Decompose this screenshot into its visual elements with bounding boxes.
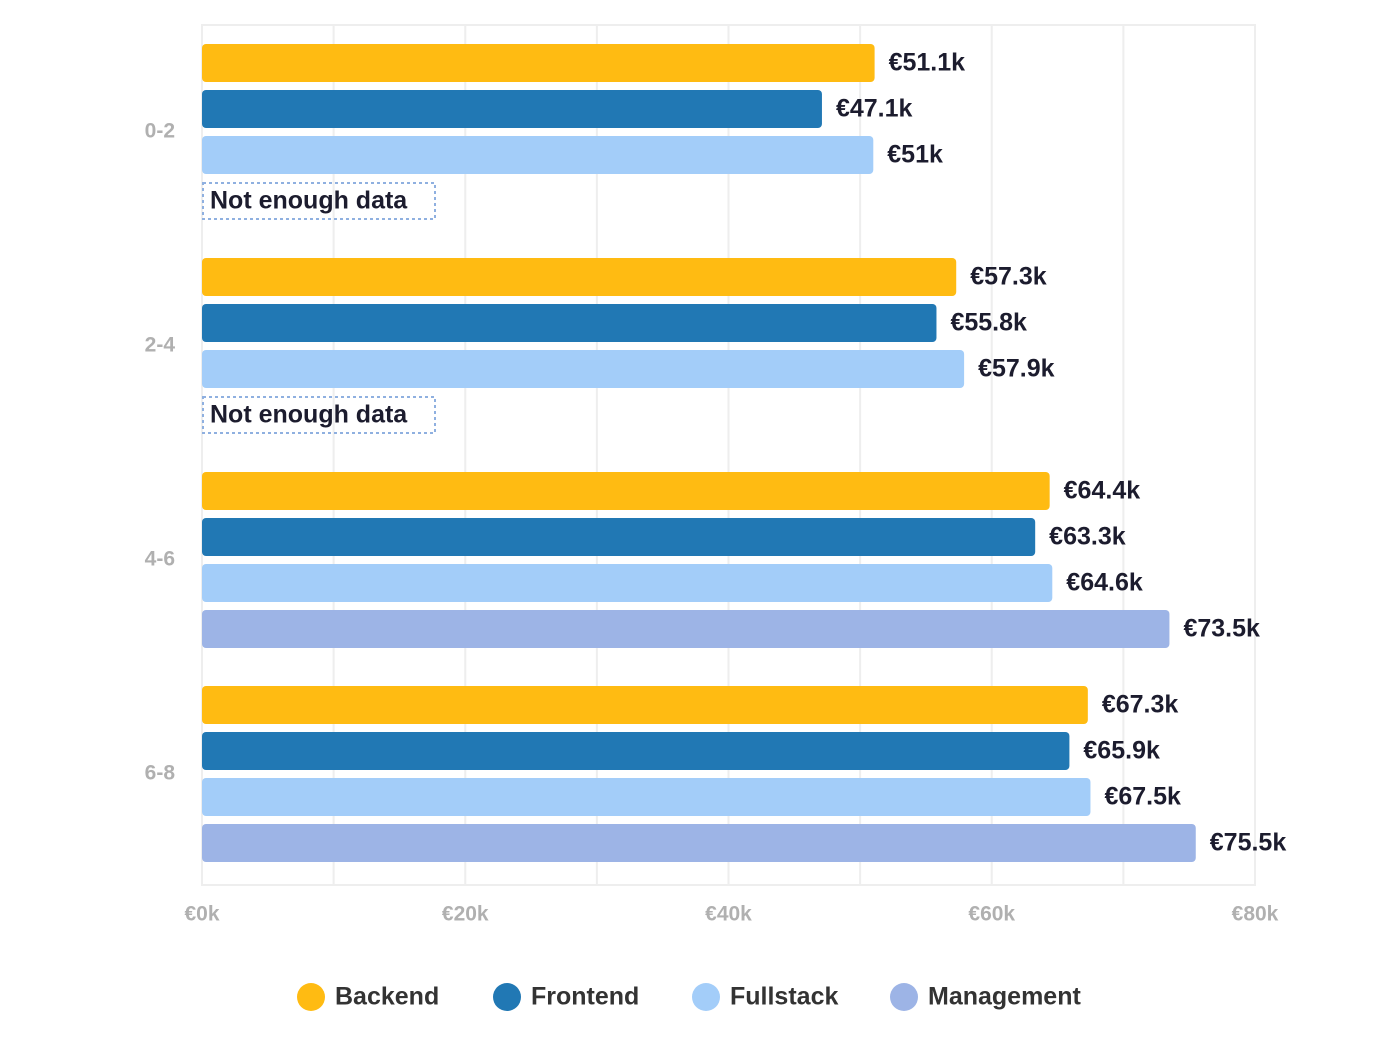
legend-swatch: [493, 983, 521, 1011]
value-label: €47.1k: [836, 95, 913, 123]
bar: [202, 778, 1091, 816]
y-tick-label: 2-4: [145, 334, 176, 357]
x-tick-label: €40k: [705, 903, 752, 926]
value-label: €67.5k: [1104, 783, 1181, 811]
legend-label: Backend: [335, 983, 439, 1011]
value-label: €57.9k: [978, 355, 1055, 383]
value-label: €73.5k: [1183, 615, 1260, 643]
legend-swatch: [297, 983, 325, 1011]
x-tick-label: €80k: [1232, 903, 1279, 926]
no-data-label: Not enough data: [210, 187, 408, 215]
bar: [202, 350, 965, 388]
bar: [202, 44, 875, 82]
x-tick-label: €60k: [968, 903, 1015, 926]
bar: [202, 564, 1053, 602]
value-label: €63.3k: [1049, 523, 1126, 551]
legend-label: Frontend: [531, 983, 639, 1011]
value-label: €64.6k: [1066, 569, 1143, 597]
no-data-label: Not enough data: [210, 401, 408, 429]
value-label: €55.8k: [950, 309, 1027, 337]
y-tick-label: 6-8: [145, 762, 176, 785]
bar: [202, 258, 957, 296]
bar: [202, 686, 1088, 724]
x-tick-label: €0k: [184, 903, 219, 926]
legend-swatch: [890, 983, 918, 1011]
bar: [202, 472, 1050, 510]
legend-label: Fullstack: [730, 983, 838, 1011]
value-label: €64.4k: [1064, 477, 1141, 505]
bar: [202, 304, 937, 342]
y-tick-label: 0-2: [145, 120, 175, 143]
value-label: €51k: [887, 141, 943, 169]
bar: [202, 90, 822, 128]
x-tick-label: €20k: [442, 903, 489, 926]
bar: [202, 824, 1196, 862]
y-tick-label: 4-6: [145, 548, 175, 571]
legend-label: Management: [928, 983, 1081, 1011]
value-label: €65.9k: [1083, 737, 1160, 765]
bar: [202, 136, 874, 174]
bar: [202, 518, 1036, 556]
legend-swatch: [692, 983, 720, 1011]
value-label: €57.3k: [970, 263, 1047, 291]
value-label: €67.3k: [1102, 691, 1179, 719]
no-data-box: [202, 396, 436, 434]
no-data-box: [202, 182, 436, 220]
value-label: €51.1k: [889, 49, 966, 77]
value-label: €75.5k: [1210, 829, 1287, 857]
bar: [202, 732, 1070, 770]
bar: [202, 610, 1170, 648]
